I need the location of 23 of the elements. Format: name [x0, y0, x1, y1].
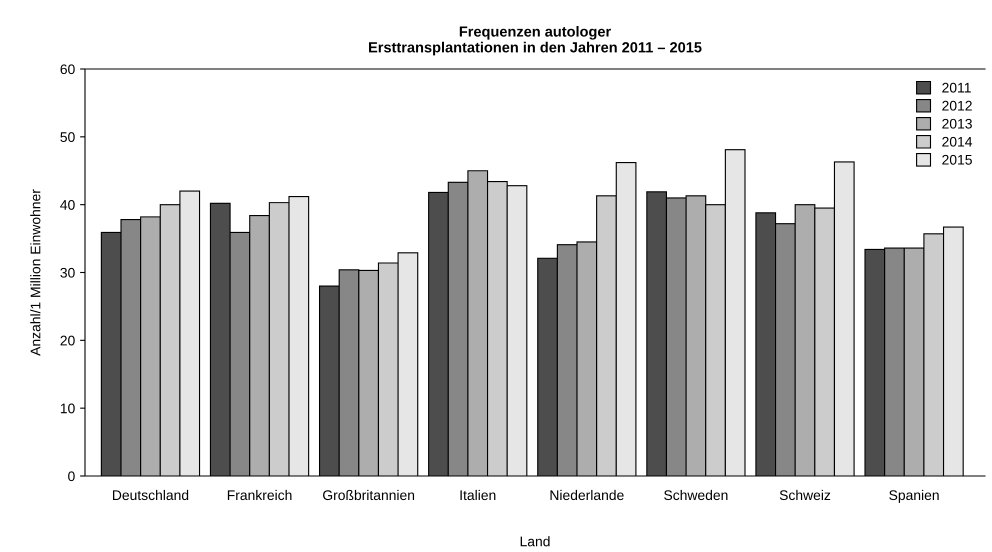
- x-tick-label: Schweiz: [780, 490, 830, 500]
- legend-label: 2011: [942, 82, 971, 93]
- x-axis-title: Land: [520, 536, 550, 546]
- legend-label: 2014: [942, 136, 972, 147]
- x-tick-label: Niederlande: [550, 490, 624, 500]
- x-tick-label: Schweden: [664, 490, 728, 500]
- x-tick-label: Frankreich: [228, 490, 292, 500]
- chart-title: Frequenzen autologer Ersttransplantationen in den Jahren 2011 – 2015: [369, 26, 702, 56]
- x-tick-label: Italien: [460, 490, 496, 500]
- y-tick-label: 60: [60, 64, 75, 74]
- x-tick-label: Deutschland: [112, 490, 188, 500]
- y-tick-label: 40: [60, 200, 75, 210]
- x-tick-label: Spanien: [889, 490, 939, 503]
- y-tick-label: 0: [68, 471, 75, 482]
- y-tick-label: 10: [60, 404, 75, 414]
- legend-label: 2013: [942, 118, 972, 129]
- y-axis-title: Anzahl/1 Million Einwohner: [30, 189, 40, 356]
- legend-label: 2012: [942, 100, 972, 111]
- legend-label: 2015: [942, 154, 972, 165]
- x-tick-label: Großbritannien: [323, 490, 414, 500]
- y-tick-label: 30: [60, 268, 75, 278]
- y-tick-label: 20: [60, 336, 75, 346]
- y-tick-label: 50: [60, 132, 75, 142]
